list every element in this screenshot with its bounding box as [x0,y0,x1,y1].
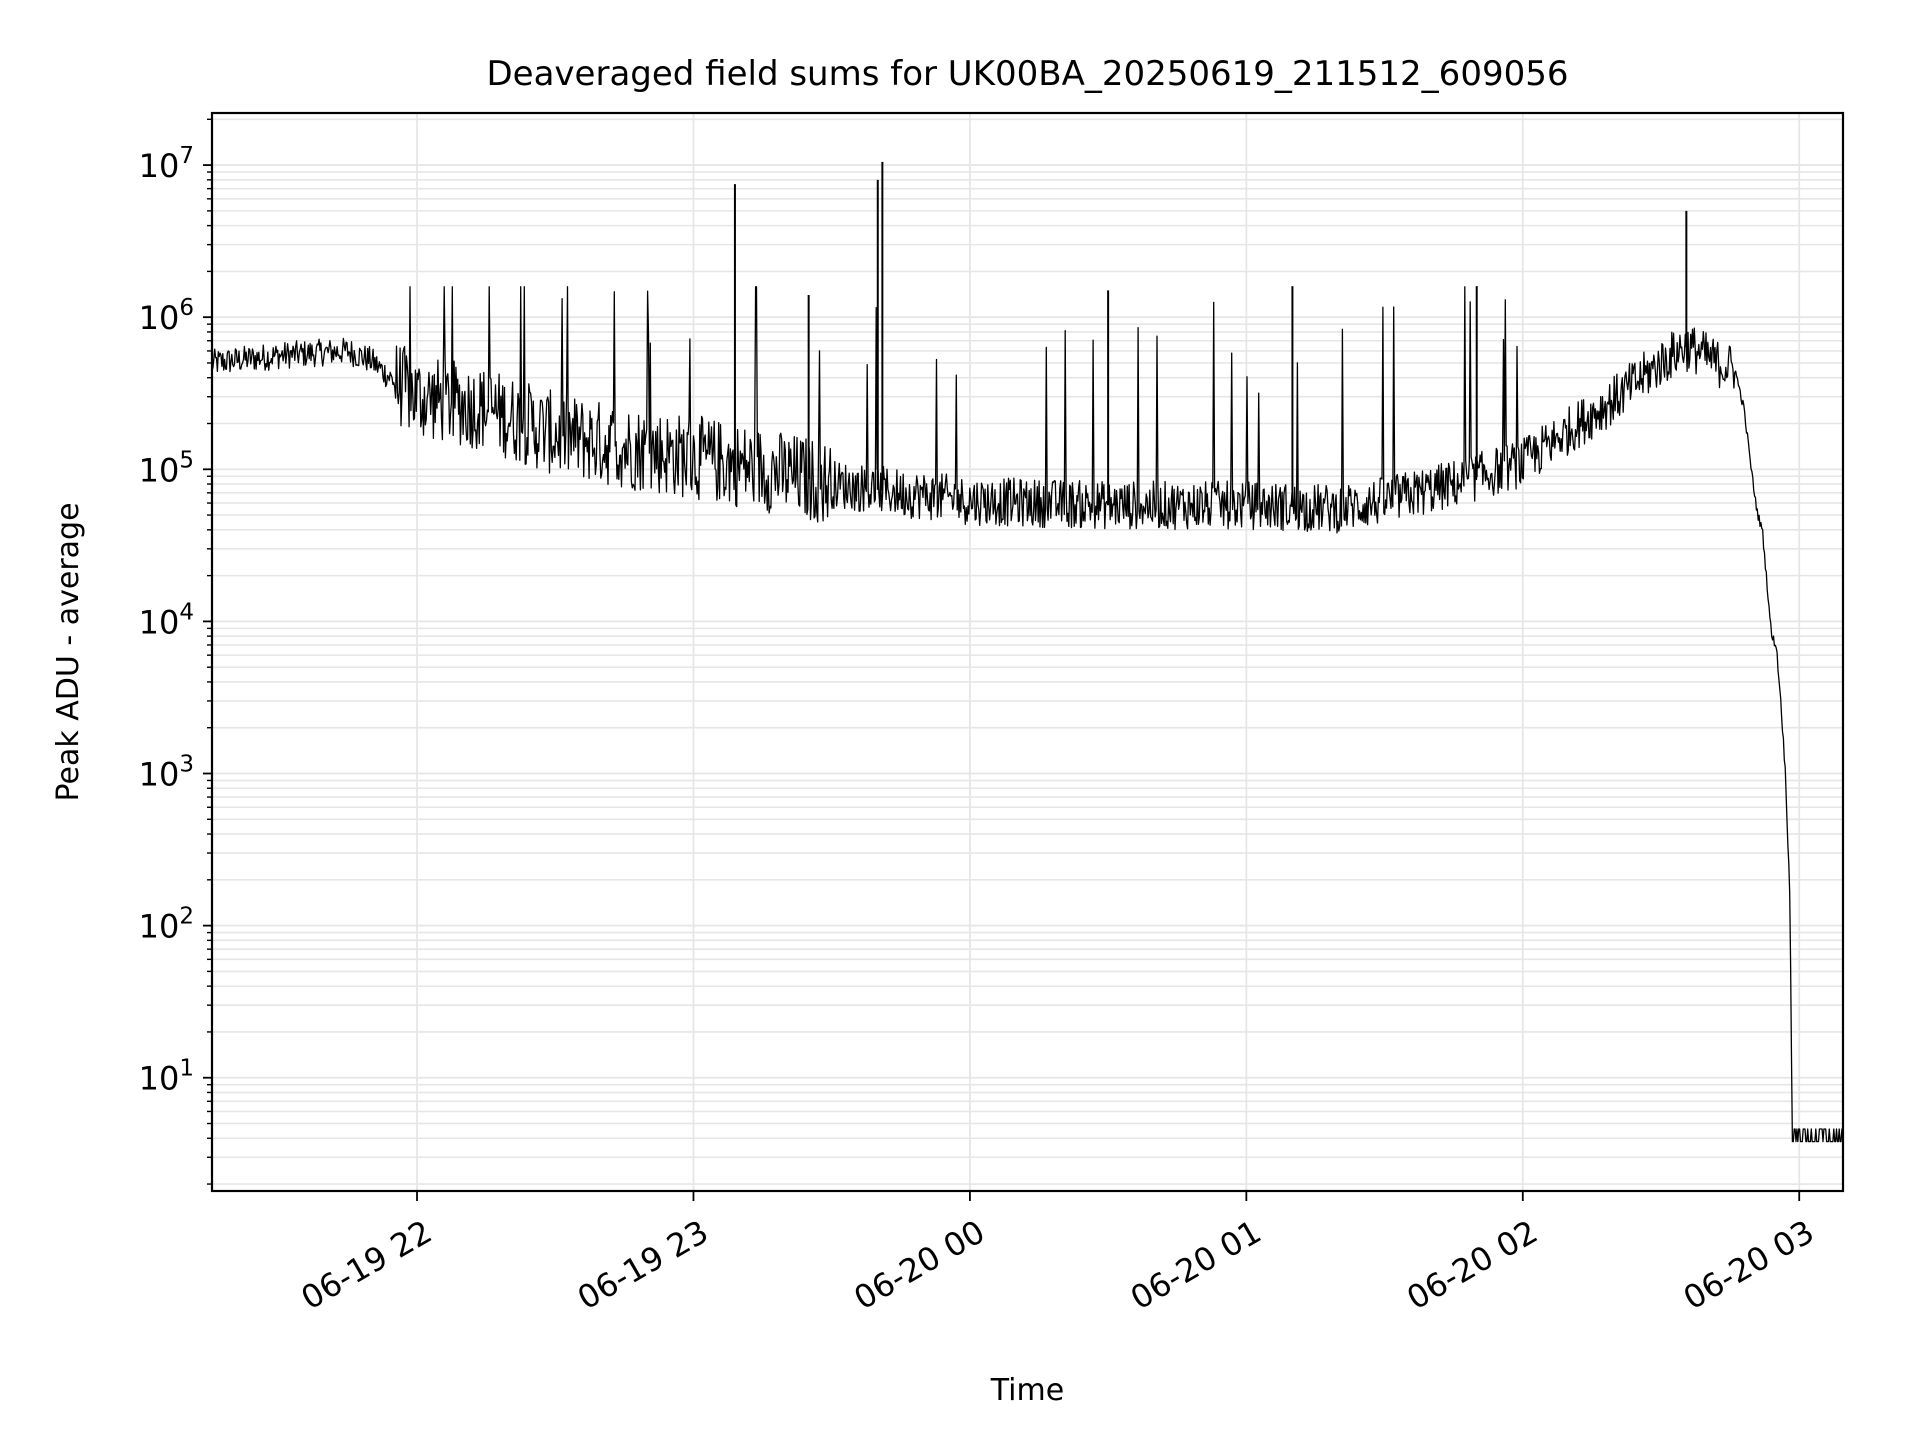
y-tick-label: 103 [139,752,194,794]
y-tick-label: 107 [139,143,194,185]
y-axis-label: Peak ADU - average [51,502,86,801]
chart-title: Deaveraged field sums for UK00BA_2025061… [487,54,1569,94]
y-tick-label: 106 [139,295,194,337]
plot-series [211,161,1843,1143]
y-tick-label: 104 [139,599,194,641]
y-tick-label: 102 [139,904,194,946]
y-tick-label: 105 [139,447,194,489]
y-tick-label: 101 [139,1056,194,1098]
x-axis-label: Time [990,1373,1064,1408]
plot-frame [210,111,1845,1193]
series-line [211,286,1843,1143]
grid [212,113,1843,1191]
